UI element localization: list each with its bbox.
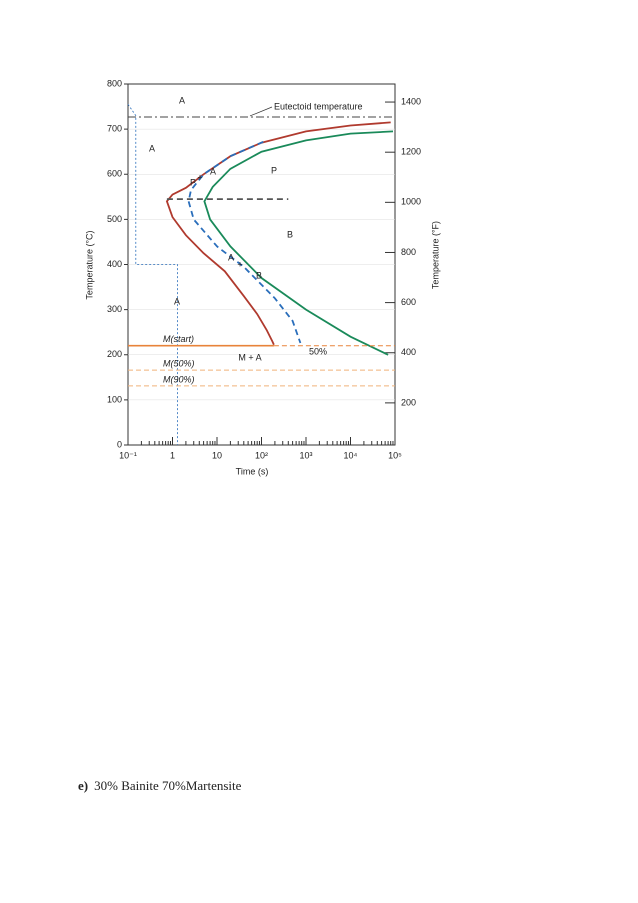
y-tick-label: 0 <box>117 439 122 449</box>
region-label: B <box>287 229 293 239</box>
curve <box>187 140 302 344</box>
item-label: e) <box>78 778 89 793</box>
y-tick-label: 600 <box>107 169 122 179</box>
m-label: M(start) <box>163 334 194 344</box>
y-tick-label: 200 <box>107 349 122 359</box>
y-axis-label: Temperature (°C) <box>84 230 94 299</box>
arrow <box>249 106 273 117</box>
y-tick-label: 400 <box>107 259 122 269</box>
item-text: 30% Bainite 70%Martensite <box>94 778 242 793</box>
y2-tick-label: 200 <box>401 397 416 407</box>
y2-tick-label: 400 <box>401 347 416 357</box>
x-tick-label: 10³ <box>299 450 312 460</box>
region-label: + <box>197 172 202 182</box>
x-tick-label: 10² <box>255 450 268 460</box>
region-label: M + A <box>238 352 261 362</box>
m-label: M(50%) <box>163 358 195 368</box>
m-label: M(90%) <box>163 374 195 384</box>
x-tick-label: 1 <box>170 450 175 460</box>
region-label: P <box>190 177 196 187</box>
region-label: A <box>174 296 180 306</box>
curve <box>165 121 391 346</box>
x-tick-label: 10⁻¹ <box>119 450 137 460</box>
region-label: A <box>210 166 216 176</box>
eutectoid-label: Eutectoid temperature <box>274 101 363 111</box>
x-axis-label: Time (s) <box>236 466 269 476</box>
region-label: B <box>256 270 262 280</box>
x-tick-label: 10 <box>212 450 222 460</box>
y2-tick-label: 1400 <box>401 96 421 106</box>
answer-line: e) 30% Bainite 70%Martensite <box>78 778 241 794</box>
y2-axis-label: Temperature (°F) <box>430 221 440 289</box>
region-label: A <box>179 95 185 105</box>
region-label: A <box>228 252 234 262</box>
y-tick-label: 100 <box>107 394 122 404</box>
region-label: 50% <box>309 346 327 356</box>
y-tick-label: 500 <box>107 214 122 224</box>
y2-tick-label: 800 <box>401 247 416 257</box>
region-label: P <box>271 165 277 175</box>
curve <box>203 130 394 356</box>
y2-tick-label: 1200 <box>401 147 421 157</box>
x-tick-label: 10⁵ <box>388 450 402 460</box>
y-tick-label: 300 <box>107 304 122 314</box>
curve <box>127 104 178 445</box>
region-label: + <box>237 259 242 269</box>
x-tick-label: 10⁴ <box>344 450 358 460</box>
y2-tick-label: 600 <box>401 297 416 307</box>
region-label: A <box>149 143 155 153</box>
y2-tick-label: 1000 <box>401 197 421 207</box>
y-tick-label: 800 <box>107 78 122 88</box>
y-tick-label: 700 <box>107 124 122 134</box>
